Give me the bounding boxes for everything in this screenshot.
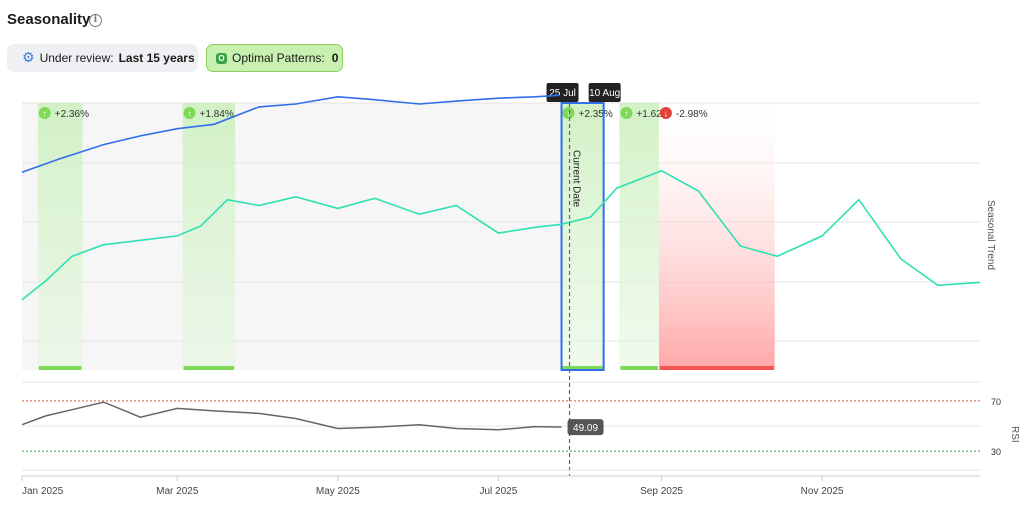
arrow-up-glyph: ↑ [566, 109, 571, 119]
arrow-up-glyph: ↑ [624, 109, 629, 119]
gear-icon: ⚙ [22, 50, 35, 66]
zone-bar [659, 366, 774, 370]
date-flag [546, 83, 579, 102]
pattern-zone [619, 103, 659, 370]
seasonal-trend-line [21, 169, 981, 301]
rsi-value-badge [567, 419, 604, 436]
rsi-value-label: 49.09 [573, 423, 598, 434]
arrow-down-icon [659, 107, 672, 119]
x-tick-label: May 2025 [316, 486, 360, 497]
date-flag-label: 10 Aug [589, 88, 620, 99]
review-period-selector[interactable]: ⚙ Under review: Last 15 years [7, 44, 198, 72]
date-flag [588, 83, 621, 102]
zone-bar [38, 366, 82, 370]
current-window-box [560, 102, 605, 371]
zone-return-label: +2.35% [579, 109, 613, 120]
zone-bar [620, 366, 658, 370]
past-shade [22, 103, 562, 370]
zone-return-label: +1.84% [200, 109, 234, 120]
pattern-zone [37, 103, 83, 370]
arrow-up-icon [183, 107, 196, 119]
zone-bar [183, 366, 235, 370]
current-year-line [21, 94, 559, 173]
pattern-badge-icon: O [216, 52, 227, 64]
pattern-zone [182, 103, 236, 370]
pattern-zone [658, 103, 775, 370]
review-value: Last 15 years [118, 51, 195, 65]
pattern-zone [561, 103, 604, 370]
x-tick-label: Nov 2025 [801, 486, 844, 497]
date-flag-label: 25 Jul [549, 88, 576, 99]
zone-return-label: +2.36% [55, 109, 89, 120]
rsi-tick-label: 70 [991, 397, 1001, 407]
x-tick-label: Sep 2025 [640, 486, 683, 497]
arrow-up-icon [38, 107, 51, 119]
x-tick-label: Jan 2025 [22, 486, 64, 497]
arrow-up-icon [620, 107, 633, 119]
current-date-label: Current Date [571, 150, 582, 208]
review-label: Under review: [39, 51, 114, 65]
page-title: Seasonality [7, 11, 91, 28]
optimal-patterns-button[interactable]: O Optimal Patterns: 0 [206, 44, 343, 72]
x-tick-label: Mar 2025 [156, 486, 199, 497]
zone-return-label: -2.98% [676, 109, 708, 120]
y-axis-label: Seasonal Trend [985, 200, 996, 270]
optimal-label: Optimal Patterns: [232, 51, 325, 65]
x-tick-label: Jul 2025 [479, 486, 517, 497]
info-icon[interactable]: i [89, 14, 102, 27]
arrow-down-glyph: ↓ [664, 109, 669, 119]
zone-return-label: +1.62% [636, 109, 670, 120]
arrow-up-glyph: ↑ [187, 109, 192, 119]
arrow-up-icon [562, 107, 575, 119]
rsi-axis-label: RSI [1009, 426, 1020, 443]
rsi-line [21, 401, 562, 431]
arrow-up-glyph: ↑ [43, 109, 48, 119]
rsi-tick-label: 30 [991, 447, 1001, 457]
optimal-value: 0 [331, 51, 339, 65]
zone-bar [562, 366, 603, 370]
